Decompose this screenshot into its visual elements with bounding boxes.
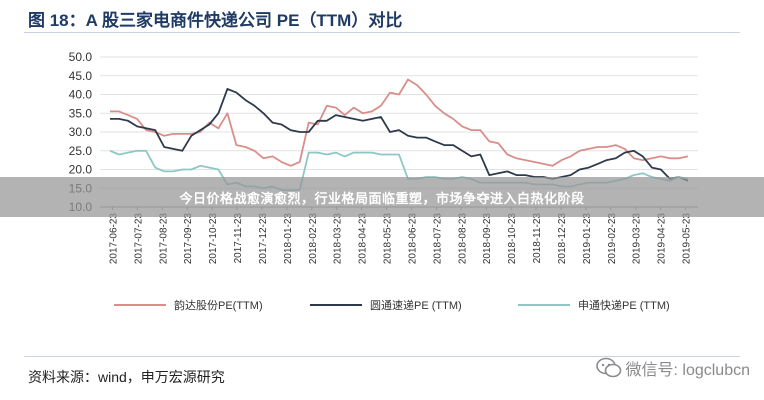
x-tick-label: 2018-09-23	[482, 213, 493, 265]
x-tick-label: 2018-04-23	[358, 213, 369, 265]
y-tick-label: 35.0	[69, 106, 93, 120]
legend-item-yto: 圆通速递PE (TTM)	[310, 297, 462, 313]
legend-item-yunda: 韵达股份PE(TTM)	[114, 297, 263, 313]
chart-legend: 韵达股份PE(TTM) 圆通速递PE (TTM) 申通快递PE (TTM)	[100, 297, 700, 319]
series-line-0	[110, 78, 689, 167]
x-tick-label: 2019-03-23	[632, 213, 643, 265]
y-tick-label: 25.0	[69, 144, 93, 158]
footer-divider	[24, 356, 740, 357]
x-tick-label: 2019-04-23	[657, 213, 668, 265]
y-tick-label: 20.0	[69, 163, 93, 177]
legend-label-yto: 圆通速递PE (TTM)	[370, 300, 462, 312]
x-tick-label: 2018-07-23	[432, 213, 443, 265]
wechat-watermark: 微信号: logclubcn	[595, 356, 751, 380]
x-tick-label: 2018-01-23	[283, 213, 294, 265]
title-divider	[24, 32, 740, 33]
x-tick-label: 2017-10-23	[208, 213, 219, 265]
y-tick-label: 30.0	[69, 125, 93, 139]
overlay-banner: 今日价格战愈演愈烈，行业格局面临重塑，市场争夺进入白热化阶段	[0, 177, 764, 217]
legend-label-yunda: 韵达股份PE(TTM)	[174, 300, 263, 312]
y-tick-label: 50.0	[69, 50, 93, 64]
legend-swatch-sto	[518, 304, 570, 306]
x-tick-label: 2017-09-23	[183, 213, 194, 265]
x-tick-label: 2018-10-23	[507, 213, 518, 265]
legend-item-sto: 申通快递PE (TTM)	[518, 297, 670, 313]
source-note: 资料来源：wind，申万宏源研究	[28, 369, 225, 385]
chart-series	[109, 78, 689, 192]
x-tick-label: 2018-02-23	[308, 213, 319, 265]
x-axis-ticks: 2017-06-23 2017-07-23 2017-08-23 2017-09-23…	[108, 207, 693, 265]
y-tick-label: 40.0	[69, 88, 93, 102]
x-tick-label: 2017-11-23	[233, 213, 244, 264]
watermark-text: 微信号: logclubcn	[625, 362, 751, 379]
x-tick-label: 2017-07-23	[133, 213, 144, 265]
x-tick-label: 2018-12-23	[557, 213, 568, 265]
x-tick-label: 2017-08-23	[158, 213, 169, 265]
x-tick-label: 2018-11-23	[532, 213, 543, 264]
legend-label-sto: 申通快递PE (TTM)	[578, 300, 670, 312]
x-tick-label: 2018-05-23	[383, 213, 394, 265]
legend-swatch-yunda	[114, 304, 166, 306]
x-tick-label: 2017-06-23	[108, 213, 119, 265]
x-tick-label: 2019-05-23	[682, 213, 693, 265]
x-tick-label: 2019-01-23	[582, 213, 593, 265]
x-tick-label: 2017-12-23	[258, 213, 269, 265]
x-tick-label: 2019-02-23	[607, 213, 618, 265]
wechat-icon	[595, 357, 621, 378]
x-tick-label: 2018-06-23	[407, 213, 418, 265]
banner-text: 今日价格战愈演愈烈，行业格局面临重塑，市场争夺进入白热化阶段	[179, 190, 585, 206]
legend-swatch-yto	[310, 304, 362, 306]
figure-title: 图 18：A 股三家电商件快递公司 PE（TTM）对比	[28, 11, 403, 30]
y-tick-label: 45.0	[69, 69, 93, 83]
series-line-1	[110, 88, 689, 182]
x-tick-label: 2018-03-23	[333, 213, 344, 265]
x-tick-label: 2018-08-23	[457, 213, 468, 265]
